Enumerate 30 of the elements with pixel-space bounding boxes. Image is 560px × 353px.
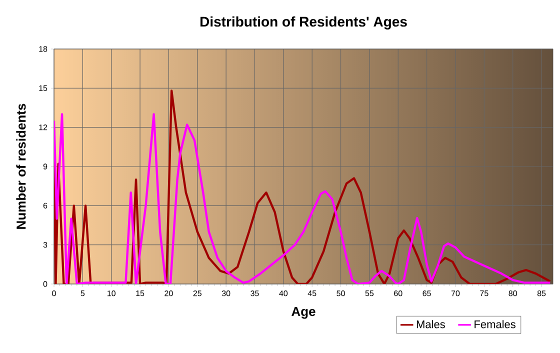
x-tick-label: 30 [222, 290, 230, 296]
y-tick-label: 15 [39, 85, 48, 91]
x-tick-label: 25 [193, 290, 202, 296]
x-tick-label: 45 [308, 290, 316, 296]
y-tick-label: 18 [39, 46, 48, 52]
y-tick-label: 0 [43, 281, 48, 287]
x-tick-label: 35 [250, 290, 259, 296]
x-tick-label: 5 [80, 290, 85, 296]
x-tick-label: 80 [508, 290, 517, 296]
x-tick-label: 75 [480, 290, 488, 296]
x-tick-label: 10 [108, 290, 116, 296]
x-axis-title: Age [292, 307, 316, 319]
y-tick-label: 3 [43, 242, 48, 248]
y-tick-label: 9 [43, 164, 48, 170]
x-tick-label: 15 [136, 290, 144, 296]
y-tick-label: 12 [39, 124, 48, 130]
x-tick-label: 50 [336, 290, 345, 296]
legend-label: Males [416, 320, 445, 328]
x-tick-label: 65 [422, 290, 431, 296]
legend-label: Females [474, 320, 516, 328]
x-tick-label: 55 [365, 290, 374, 296]
x-tick-label: 60 [394, 290, 402, 296]
x-tick-label: 85 [537, 290, 546, 296]
y-tick-label: 6 [43, 202, 48, 208]
x-tick-label: 20 [164, 290, 173, 296]
y-axis-title: Number of residents [16, 104, 26, 229]
x-tick-label: 0 [52, 290, 56, 296]
x-tick-label: 70 [451, 290, 460, 296]
x-tick-label: 40 [279, 290, 288, 296]
chart-title: Distribution of Residents' Ages [200, 16, 407, 30]
